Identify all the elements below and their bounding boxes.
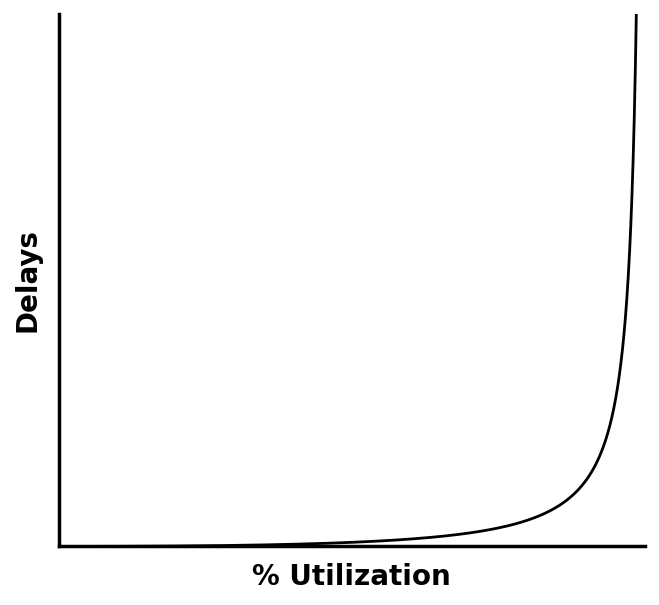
X-axis label: % Utilization: % Utilization bbox=[252, 563, 451, 591]
Y-axis label: Delays: Delays bbox=[14, 228, 42, 332]
